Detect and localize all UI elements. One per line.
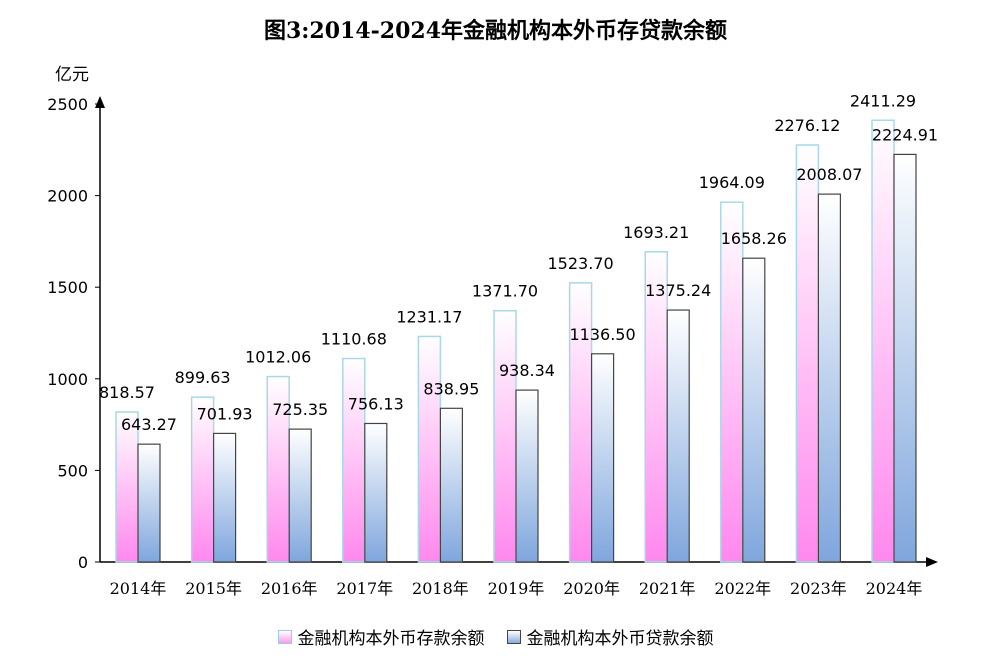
- y-tick-label: 1500: [47, 278, 88, 297]
- data-label-deposits: 2411.29: [850, 91, 916, 110]
- data-label-loans: 725.35: [272, 400, 328, 419]
- bar-deposits: [417, 335, 442, 563]
- legend-item-loans: 金融机构本外币贷款余额: [506, 624, 714, 649]
- bar-deposits: [493, 309, 517, 563]
- data-label-loans: 2008.07: [796, 165, 862, 184]
- bar-loans: [439, 407, 463, 563]
- x-tick-label: 2019年: [488, 579, 545, 598]
- data-label-deposits: 1371.70: [472, 282, 538, 301]
- bar-loans: [288, 428, 312, 563]
- x-tick-label: 2015年: [185, 579, 242, 598]
- bar-deposits: [115, 411, 139, 563]
- data-label-loans: 756.13: [348, 394, 404, 413]
- data-label-deposits: 1012.06: [245, 348, 311, 367]
- y-axis-unit: 亿元: [55, 65, 89, 85]
- bar-deposits: [342, 357, 366, 563]
- x-tick-label: 2022年: [714, 579, 771, 598]
- data-label-loans: 643.27: [121, 415, 177, 434]
- y-tick-label: 2000: [47, 187, 88, 206]
- legend-label-loans: 金融机构本外币贷款余额: [526, 629, 714, 649]
- bar-loans: [364, 422, 388, 563]
- bar-loans: [742, 257, 766, 563]
- x-axis-arrow: [926, 557, 938, 567]
- data-label-deposits: 2276.12: [774, 116, 840, 135]
- bar-loans: [666, 309, 690, 563]
- data-label-loans: 1136.50: [570, 325, 636, 344]
- data-label-deposits: 899.63: [175, 368, 231, 387]
- y-axis-arrow: [95, 96, 105, 108]
- bar-loans: [515, 389, 539, 563]
- data-label-loans: 2224.91: [872, 125, 938, 144]
- legend: 金融机构本外币存款余额 金融机构本外币贷款余额: [0, 624, 991, 649]
- x-tick-label: 2024年: [866, 579, 923, 598]
- x-tick-label: 2023年: [790, 579, 847, 598]
- bar-loans: [137, 443, 161, 563]
- data-label-deposits: 1110.68: [321, 330, 387, 349]
- x-tick-label: 2018年: [412, 579, 469, 598]
- data-label-deposits: 1523.70: [548, 254, 614, 273]
- data-label-loans: 1375.24: [645, 281, 711, 300]
- legend-item-deposits: 金融机构本外币存款余额: [277, 624, 485, 649]
- y-tick-label: 2500: [47, 95, 88, 114]
- bar-loans: [817, 193, 842, 563]
- bar-loans: [213, 432, 237, 563]
- bar-loans: [893, 153, 917, 563]
- y-tick-label: 1000: [47, 370, 88, 389]
- data-label-deposits: 1231.17: [396, 307, 462, 326]
- y-tick-label: 500: [57, 461, 88, 480]
- data-label-loans: 1658.26: [721, 229, 787, 248]
- chart-title: 图3:2014-2024年金融机构本外币存贷款余额: [263, 18, 728, 44]
- legend-swatch-deposits: [277, 629, 292, 644]
- legend-swatch-loans: [506, 629, 521, 644]
- bar-deposits: [795, 144, 820, 563]
- data-label-deposits: 818.57: [99, 383, 155, 402]
- data-label-loans: 701.93: [197, 404, 253, 423]
- x-tick-label: 2014年: [110, 579, 167, 598]
- y-tick-label: 0: [78, 553, 88, 572]
- data-label-loans: 838.95: [423, 379, 479, 398]
- x-tick-label: 2017年: [336, 579, 393, 598]
- x-tick-label: 2016年: [261, 579, 318, 598]
- data-label-deposits: 1964.09: [699, 173, 765, 192]
- bar-deposits: [871, 119, 895, 563]
- data-label-loans: 938.34: [499, 361, 555, 380]
- bar-deposits: [720, 201, 744, 563]
- bar-loans: [590, 353, 615, 563]
- x-tick-label: 2021年: [639, 579, 696, 598]
- x-tick-label: 2020年: [563, 579, 620, 598]
- data-label-deposits: 1693.21: [623, 223, 689, 242]
- legend-label-deposits: 金融机构本外币存款余额: [297, 629, 485, 649]
